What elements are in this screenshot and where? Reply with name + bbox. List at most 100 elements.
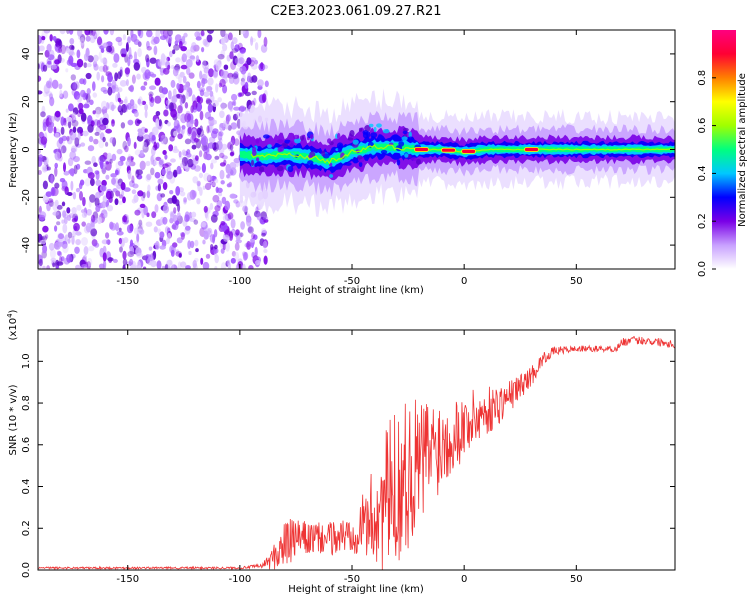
- spectrogram-ridge-band: [239, 139, 675, 170]
- spectrogram-noise-cell: [206, 174, 212, 183]
- spectrogram-noise-cell: [146, 190, 151, 199]
- spectrogram-noise-cell: [54, 151, 61, 161]
- spectrogram-noise-cell: [43, 159, 48, 166]
- spectrogram-noise-cell: [228, 76, 235, 84]
- spectrogram-noise-cell: [201, 47, 205, 53]
- spectrogram-noise-cell: [43, 83, 50, 94]
- spectrogram-noise-cell: [230, 122, 238, 130]
- spectrogram-noise-cell: [235, 264, 239, 269]
- spectrogram-noise-cell: [76, 95, 83, 103]
- spectrogram-noise-cell: [254, 246, 258, 257]
- spectrogram-noise-cell: [86, 88, 91, 95]
- spectrogram-noise-cell: [99, 124, 107, 131]
- spectrogram-noise-cell: [185, 81, 190, 92]
- spectrogram-noise-cell: [117, 160, 124, 166]
- spectrogram-noise-cell: [229, 140, 237, 145]
- spectrogram-noise-cell: [39, 239, 47, 245]
- spectrogram-noise-cell: [60, 145, 67, 154]
- spectrogram-noise-cell: [67, 231, 73, 239]
- spectrogram-noise-cell: [111, 119, 115, 127]
- spectrogram-noise-cell: [61, 201, 66, 207]
- spectrogram-noise-cell: [212, 70, 219, 79]
- spectrogram-ridge-blob: [250, 159, 255, 166]
- spectrogram-noise-cell: [232, 113, 238, 121]
- snr-ytick-label: 0.4: [21, 479, 32, 495]
- spectrogram-noise-cell: [142, 191, 146, 199]
- spectrogram-noise-cell: [145, 160, 151, 167]
- spectrogram-noise-cell: [105, 141, 109, 147]
- spectrogram-noise-cell: [182, 75, 187, 84]
- spectrogram-noise-cell: [139, 203, 146, 209]
- spectrogram-noise-cell: [92, 110, 96, 115]
- spectrogram-noise-cell: [171, 64, 175, 70]
- spectrogram-noise-cell: [101, 75, 105, 83]
- spectrogram-noise-cell: [248, 265, 254, 269]
- spectrogram-noise-cell: [61, 219, 65, 224]
- spectrogram-noise-cell: [183, 197, 188, 203]
- spectrogram-noise-cell: [131, 189, 137, 195]
- snr-ytick-label: 0.6: [21, 437, 32, 453]
- spectrogram-noise-cell: [220, 49, 226, 58]
- spectrogram-noise-cell: [101, 100, 108, 110]
- spectrogram-noise-cell: [65, 68, 69, 73]
- spectrogram-noise-cell: [242, 73, 246, 83]
- spectrogram-noise-cell: [127, 251, 135, 258]
- spectrogram-noise-cell: [68, 169, 75, 175]
- spectrogram-noise-cell: [132, 183, 139, 189]
- spectrogram-noise-cell: [136, 233, 140, 243]
- spectrogram-noise-cell: [234, 138, 240, 147]
- spectrogram-noise-cell: [148, 246, 153, 251]
- spectrogram-ytick-label: -40: [21, 237, 32, 253]
- spectrogram-noise-cell: [81, 237, 88, 246]
- spectrogram-noise-cell: [71, 119, 79, 127]
- spectrogram-noise-cell: [51, 64, 57, 70]
- spectrogram-noise-cell: [212, 128, 219, 135]
- spectrogram-noise-cell: [102, 117, 109, 126]
- spectrogram-noise-cell: [185, 265, 191, 269]
- spectrogram-noise-cell: [61, 240, 68, 249]
- spectrogram-noise-cell: [212, 68, 218, 78]
- spectrogram-noise-cell: [240, 80, 246, 87]
- spectrogram-noise-cell: [165, 99, 170, 105]
- spectrogram-noise-cell: [40, 111, 46, 118]
- spectrogram-noise-cell: [218, 122, 225, 132]
- spectrogram-noise-cell: [234, 44, 240, 52]
- spectrogram-noise-cell: [137, 98, 142, 105]
- spectrogram-noise-cell: [207, 116, 214, 121]
- spectrogram-noise-cell: [262, 93, 267, 103]
- spectrogram-noise-cell: [131, 175, 135, 184]
- spectrogram-noise-cell: [145, 54, 150, 63]
- spectrogram-noise-cell: [173, 207, 177, 214]
- spectrogram-ridge-blob: [352, 139, 359, 145]
- spectrogram-noise-cell: [238, 200, 245, 207]
- spectrogram-noise-cell: [137, 128, 143, 133]
- spectrogram-noise-cell: [110, 49, 116, 55]
- colorbar-tick-label: 0.4: [697, 165, 708, 181]
- spectrogram-noise-cell: [185, 49, 193, 58]
- spectrogram-noise-cell: [56, 221, 61, 226]
- spectrogram-noise-cell: [210, 214, 218, 223]
- spectrogram-noise-cell: [166, 259, 173, 266]
- spectrogram-noise-cell: [57, 251, 63, 257]
- spectrogram-noise-cell: [122, 250, 127, 260]
- spectrogram-noise-cell: [68, 51, 76, 56]
- spectrogram-noise-cell: [86, 63, 92, 68]
- spectrogram-noise-cell: [118, 237, 123, 245]
- spectrogram-noise-cell: [162, 67, 170, 75]
- spectrogram-noise-cell: [168, 90, 172, 100]
- spectrogram-noise-cell: [210, 162, 214, 170]
- spectrogram-noise-cell: [102, 136, 106, 143]
- spectrogram-noise-cell: [232, 37, 238, 45]
- spectrogram-noise-cell: [155, 118, 160, 128]
- spectrogram-ridge-blob: [327, 138, 332, 144]
- spectrogram-noise-cell: [240, 221, 246, 230]
- spectrogram-noise-cell: [144, 138, 151, 146]
- spectrogram-noise-cell: [83, 53, 89, 62]
- spectrogram-noise-cell: [233, 157, 241, 164]
- spectrogram-ridge-blob: [281, 142, 288, 148]
- spectrogram-noise-cell: [193, 137, 199, 143]
- spectrogram-noise-cell: [181, 53, 187, 63]
- spectrogram-noise-cell: [158, 159, 164, 166]
- spectrogram-noise-cell: [106, 205, 114, 212]
- spectrogram-noise-cell: [125, 160, 133, 167]
